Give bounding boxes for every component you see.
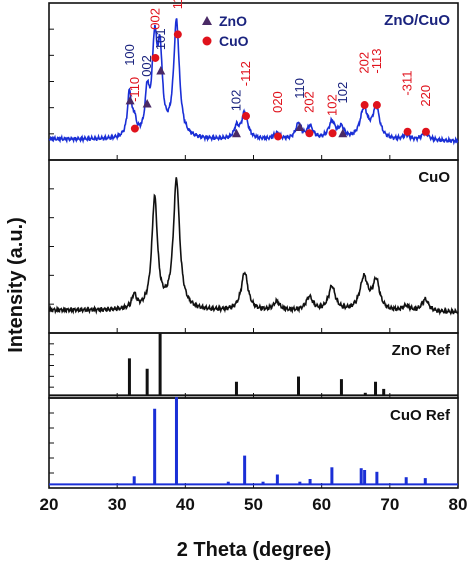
x-tick-label: 20: [40, 495, 59, 514]
x-tick-label: 50: [244, 495, 263, 514]
cuo-marker-icon: [372, 101, 381, 110]
legend-triangle-icon: [202, 16, 212, 25]
x-tick-label: 80: [449, 495, 468, 514]
panel-title-zno-ref: ZnO Ref: [392, 342, 451, 359]
x-axis-label: 2 Theta (degree): [177, 539, 331, 561]
series-line-cuo: [48, 177, 459, 316]
legend-label: CuO: [219, 33, 249, 49]
zno-marker-icon: [338, 128, 348, 138]
peak-label: -311: [400, 71, 415, 96]
peak-label: 111: [170, 0, 185, 9]
cuo-marker-icon: [421, 127, 430, 136]
cuo-marker-icon: [328, 129, 337, 138]
x-tick-label: 30: [108, 495, 127, 514]
peak-label: -112: [238, 61, 253, 86]
panel-zno-cuo: ZnO/CuOZnOCuO100-110002002101111102-1120…: [48, 0, 459, 161]
peak-label: 020: [270, 91, 285, 113]
panel-title-cuo-ref: CuO Ref: [390, 407, 451, 424]
peak-label: 202: [301, 91, 316, 113]
legend-label: ZnO: [219, 13, 247, 29]
cuo-marker-icon: [173, 30, 182, 39]
peak-label: 110: [292, 78, 307, 99]
peak-label: -113: [369, 49, 384, 74]
x-axis: 20 30 40 50 60 70 80: [40, 495, 468, 514]
x-tick-label: 60: [312, 495, 331, 514]
panel-cuo: CuO: [48, 159, 459, 334]
legend-circle-icon: [202, 36, 212, 46]
peak-label: 102: [229, 90, 244, 112]
peak-label: 002: [139, 55, 154, 77]
cuo-marker-icon: [360, 101, 369, 110]
peak-label: 102: [335, 82, 350, 104]
peak-label: 100: [122, 44, 137, 66]
cuo-marker-icon: [274, 132, 283, 141]
x-tick-label: 70: [380, 495, 399, 514]
cuo-marker-icon: [151, 53, 160, 62]
y-axis-label: Intensity (a.u.): [5, 217, 27, 353]
zno-marker-icon: [156, 66, 166, 75]
zno-marker-icon: [125, 95, 135, 105]
panel-title-cuo: CuO: [418, 169, 450, 186]
cuo-marker-icon: [242, 112, 251, 121]
zno-marker-icon: [295, 122, 305, 132]
zno-marker-icon: [231, 128, 241, 138]
panel-title-zno-cuo: ZnO/CuO: [384, 12, 450, 29]
series-line-zno-cuo: [48, 18, 459, 146]
x-tick-label: 40: [176, 495, 195, 514]
peak-label: 101: [153, 28, 168, 50]
xrd-panels: ZnO/CuOZnOCuO100-110002002101111102-1120…: [48, 0, 459, 489]
panel-zno-ref: ZnO Ref: [48, 332, 459, 399]
cuo-marker-icon: [305, 129, 314, 138]
peak-label: 002: [147, 8, 162, 30]
zno-marker-icon: [142, 98, 152, 108]
peak-label: 220: [418, 85, 433, 107]
cuo-marker-icon: [403, 127, 412, 136]
peak-label: 102: [325, 94, 340, 116]
peak-label: 202: [357, 52, 372, 74]
cuo-marker-icon: [130, 124, 139, 133]
peak-label: -110: [127, 77, 142, 102]
panel-cuo-ref: CuO Ref: [48, 397, 459, 489]
